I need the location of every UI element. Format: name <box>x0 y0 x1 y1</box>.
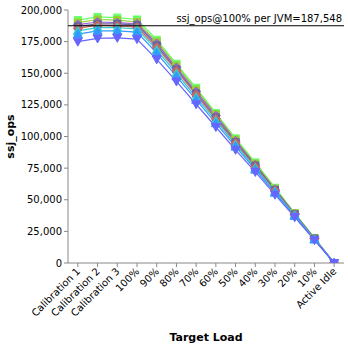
marker <box>330 259 339 264</box>
annotation: ssj_ops@100% per JVM=187,548 <box>176 13 342 25</box>
x-tick <box>314 263 315 267</box>
y-tick-label: 150,000 <box>21 68 62 79</box>
marker <box>251 168 260 176</box>
marker <box>290 214 299 222</box>
x-tick-label: 30% <box>256 266 280 290</box>
x-tick <box>176 263 177 267</box>
x-tick <box>97 263 98 267</box>
x-tick <box>77 263 78 267</box>
x-axis <box>68 263 344 264</box>
marker <box>113 34 122 42</box>
y-tick <box>64 104 68 105</box>
x-tick <box>334 263 335 267</box>
x-tick <box>156 263 157 267</box>
y-tick <box>64 10 68 11</box>
y-tick-label: 0 <box>56 258 62 269</box>
x-tick-label: 100% <box>113 266 141 294</box>
marker <box>133 36 142 44</box>
series-line <box>78 24 334 263</box>
marker <box>330 259 339 264</box>
y-tick-label: 200,000 <box>21 5 62 16</box>
x-tick-label: 50% <box>216 266 240 290</box>
y-tick <box>64 73 68 74</box>
x-tick-label: 70% <box>177 266 201 290</box>
y-tick-label: 100,000 <box>21 131 62 142</box>
marker <box>331 260 338 264</box>
x-tick <box>275 263 276 267</box>
y-tick-label: 50,000 <box>27 194 62 205</box>
series-line <box>78 28 334 263</box>
y-tick-label: 75,000 <box>27 163 62 174</box>
marker <box>113 26 122 34</box>
y-axis-label: ssj_ops <box>4 114 17 159</box>
marker <box>93 26 102 34</box>
series-line <box>78 19 334 263</box>
marker <box>73 38 82 46</box>
marker <box>331 260 338 264</box>
x-tick <box>215 263 216 267</box>
x-tick-label: 40% <box>236 266 260 290</box>
y-tick <box>64 168 68 169</box>
y-tick <box>64 136 68 137</box>
chart: 0 25,000 50,000 75,000 100,000 125,000 150,000… <box>0 0 348 348</box>
x-tick <box>235 263 236 267</box>
x-tick-label: 90% <box>138 266 162 290</box>
marker <box>152 49 161 57</box>
marker <box>330 259 339 264</box>
x-tick <box>294 263 295 267</box>
x-tick-label: 60% <box>197 266 221 290</box>
plot-area <box>73 13 338 263</box>
series-line <box>78 31 334 263</box>
y-tick <box>64 231 68 232</box>
x-tick <box>196 263 197 267</box>
marker <box>192 101 201 109</box>
marker <box>133 28 142 36</box>
marker <box>172 78 181 86</box>
x-tick <box>137 263 138 267</box>
series-line <box>78 17 334 263</box>
y-tick-label: 125,000 <box>21 99 62 110</box>
y-tick <box>64 199 68 200</box>
marker <box>330 260 339 264</box>
marker <box>331 260 338 264</box>
marker <box>330 259 339 264</box>
x-tick-label: Active Idle <box>294 266 339 311</box>
reference-line <box>68 25 344 26</box>
marker <box>211 124 220 132</box>
x-tick-label: Calibration 3 <box>69 266 122 319</box>
marker <box>73 30 82 38</box>
x-axis-label: Target Load <box>169 331 242 344</box>
series-line <box>78 25 334 263</box>
x-tick-label: 20% <box>276 266 300 290</box>
x-tick-label: 80% <box>157 266 181 290</box>
y-tick <box>64 263 68 264</box>
series-line <box>78 38 334 263</box>
marker <box>271 191 280 199</box>
marker <box>310 237 319 245</box>
marker <box>231 146 240 154</box>
marker <box>93 35 102 43</box>
marker <box>152 56 161 64</box>
x-tick <box>255 263 256 267</box>
y-tick-label: 175,000 <box>21 36 62 47</box>
y-tick <box>64 41 68 42</box>
x-tick <box>117 263 118 267</box>
series-line <box>78 22 334 263</box>
y-tick-label: 25,000 <box>27 226 62 237</box>
